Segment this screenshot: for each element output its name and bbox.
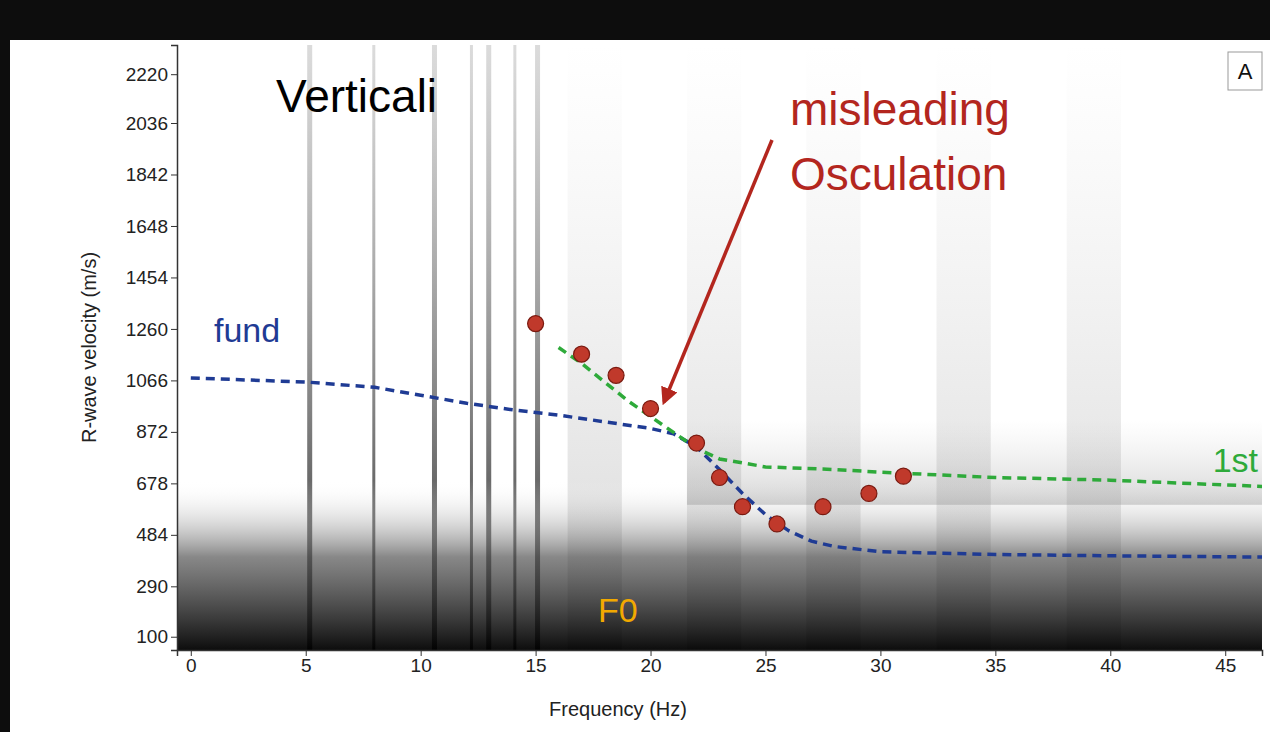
y-axis-tick-label: 290 [136,576,168,597]
x-axis-tick-label: 40 [1100,655,1121,676]
annotation: F0 [598,591,638,629]
annotation: Verticali [276,70,437,122]
data-point [734,499,750,515]
y-axis-tick: 1842 [126,164,177,185]
y-axis-tick-mark [171,277,177,278]
x-axis-tick-label: 25 [755,655,776,676]
y-axis-tick: 100 [136,626,177,647]
x-axis-title: Frequency (Hz) [549,698,687,720]
data-point [815,499,831,515]
y-axis-tick-label: 1842 [126,164,168,185]
x-axis-tick-label: 35 [985,655,1006,676]
y-axis-tick: 1066 [126,370,177,391]
x-axis-tick: 0 [186,650,197,676]
y-axis-tick: 2220 [126,64,177,85]
x-axis-tick-label: 30 [870,655,891,676]
x-axis-tick: 40 [1100,650,1121,676]
y-axis-tick-label: 2036 [126,113,168,134]
y-axis-line [171,46,178,651]
annotation-arrow [664,140,772,402]
y-axis-tick: 872 [136,421,177,442]
y-axis-tick-mark [171,637,177,638]
y-axis-tick-mark [171,380,177,381]
y-axis-tick: 1260 [126,319,177,340]
panel-label: A [1238,59,1253,84]
series-line [559,348,1262,487]
y-axis-tick-label: 678 [136,473,168,494]
labels: fund 1st Verticali misleading Osculation F0 A [214,52,1262,629]
y-axis-tick-label: 1066 [126,370,168,391]
x-axis-tick: 15 [526,650,547,676]
series-label: 1st [1213,441,1259,479]
image-dark-band [177,481,1262,650]
y-axis-title: R-wave velocity (m/s) [78,252,100,443]
panel-label-box [1228,52,1262,90]
y-axis-tick: 1648 [126,216,177,237]
x-axis-tick: 35 [985,650,1006,676]
y-axis-tick-label: 2220 [126,64,168,85]
data-point [712,470,728,486]
data-point [643,401,659,417]
y-axis-tick-mark [171,74,177,75]
dispersion-image [177,45,1262,650]
y-axis-tick: 2036 [126,113,177,134]
chart: 1002904846788721066126014541648184220362… [0,0,1270,732]
data-point [574,346,590,362]
y-axis-tick-mark [171,329,177,330]
y-axis-tick-mark [171,123,177,124]
y-axis-tick-mark [171,432,177,433]
y-axis-tick: 290 [136,576,177,597]
x-axis-tick: 10 [411,650,432,676]
y-axis-tick: 1454 [126,267,177,288]
y-axis-tick-mark [171,586,177,587]
x-axis-tick: 30 [870,650,891,676]
series-label: fund [214,311,280,349]
y-axis-tick-mark [171,483,177,484]
y-axis-tick-mark [171,174,177,175]
image-band [687,420,1262,505]
y-axis-tick-label: 1648 [126,216,168,237]
x-axis-tick-label: 5 [301,655,312,676]
y-axis-tick-label: 484 [136,524,168,545]
y-axis-tick: 678 [136,473,177,494]
data-point [769,516,785,532]
x-axis-tick-label: 20 [640,655,661,676]
annotation: Osculation [790,148,1007,200]
x-axis-tick-label: 15 [526,655,547,676]
x-axis: 0 5 10 15 20 25 30 35 40 45 [178,650,1263,676]
annotation: misleading [790,83,1010,135]
y-axis-tick-mark [171,226,177,227]
slide-background [0,0,1270,732]
series-line [191,378,1262,557]
y-axis-tick-label: 1454 [126,267,169,288]
y-axis-tick-mark [171,535,177,536]
x-axis-tick: 20 [640,650,661,676]
y-axis-tick: 484 [136,524,177,545]
plot-marks [191,316,1262,558]
data-point [861,485,877,501]
data-point [895,468,911,484]
x-axis-tick: 5 [301,650,312,676]
y-axis-tick-label: 872 [136,421,168,442]
data-point [528,316,544,332]
data-point [608,367,624,383]
x-axis-tick-label: 0 [186,655,197,676]
y-axis-tick-label: 1260 [126,319,168,340]
figure-background [10,40,1270,732]
x-axis-tick-label: 10 [411,655,432,676]
y-axis: 100 290 484 678 872 1066 1260 1454 1648 1842 2036 2… [126,46,178,651]
x-axis-tick-label: 45 [1215,655,1236,676]
data-point [689,435,705,451]
x-axis-tick: 25 [755,650,776,676]
x-axis-tick: 45 [1215,650,1236,676]
y-axis-tick-label: 100 [136,626,168,647]
